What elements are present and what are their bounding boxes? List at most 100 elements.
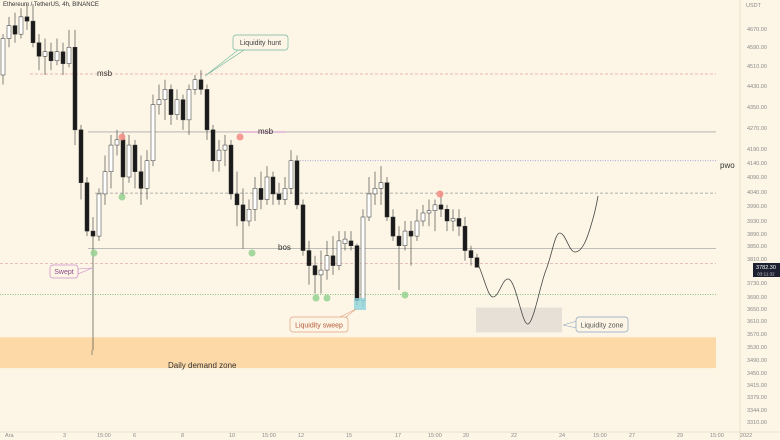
candle-body [72, 46, 78, 131]
price-tick-label: 3890.00 [747, 232, 767, 238]
candle-body [432, 204, 438, 212]
candle [114, 129, 120, 156]
candle [222, 134, 228, 167]
candle-body [270, 176, 276, 195]
candle-body [390, 216, 396, 237]
time-axis[interactable]: Ara 3 15:00 6 8 10 15:00 12 15 17 15:00 20 22 24 15:00… [5, 433, 752, 439]
candle [162, 79, 168, 120]
candle [186, 84, 192, 135]
candle-body [156, 99, 162, 105]
candle-body [162, 89, 168, 100]
candle-body [192, 79, 198, 90]
price-tick-label: 3650.00 [747, 307, 767, 313]
candle [36, 34, 42, 71]
candle-body [102, 171, 108, 195]
candle-body [6, 25, 12, 39]
candle-body [246, 209, 252, 222]
price-tick-label: 4510.00 [747, 64, 767, 70]
daily-demand-zone[interactable] [0, 337, 716, 369]
candle [414, 209, 420, 241]
candle [18, 8, 24, 39]
candle-body [42, 51, 48, 57]
candle-body [228, 144, 234, 195]
liquidity-sweep-callout[interactable]: Liquidity sweep [289, 308, 357, 333]
time-tick-label: 2022 [740, 433, 752, 439]
candle [126, 134, 132, 183]
y-unit-label: USDT [746, 3, 762, 9]
price-tick-label: 4270.00 [747, 126, 767, 132]
price-tick-label: 4430.00 [747, 84, 767, 90]
time-tick-label: 15 [346, 433, 352, 439]
candle [102, 155, 108, 205]
swing-low-dot [118, 193, 126, 201]
candle [258, 171, 264, 210]
price-axis[interactable]: 4670.00 4590.00 4510.00 4430.00 4350.00 4270.… [747, 27, 767, 426]
swept-callout[interactable]: Swept [49, 264, 93, 279]
swing-high-dot [118, 133, 126, 141]
candle [132, 139, 138, 189]
candle [360, 209, 366, 308]
candle-body [378, 182, 384, 189]
candle-body [384, 182, 390, 218]
candle [138, 155, 144, 205]
candle [276, 182, 282, 205]
candle-body [96, 193, 102, 237]
candle [42, 38, 48, 75]
candle-body [150, 104, 156, 162]
swing-low-dot [90, 249, 98, 257]
liquidity-zone[interactable] [476, 307, 562, 333]
liquidity-zone-callout[interactable]: Liquidity zone [562, 316, 629, 333]
time-tick-label: 15:00 [593, 433, 607, 439]
candle [198, 70, 204, 95]
candle [444, 204, 450, 232]
levels-layer [0, 73, 716, 355]
candle-body [132, 144, 138, 172]
time-tick-label: 8 [181, 433, 184, 439]
candle-body [234, 193, 240, 206]
candle-body [240, 204, 246, 222]
candle-body [396, 235, 402, 246]
candle [378, 166, 384, 205]
candle [204, 84, 210, 140]
candle-body [138, 171, 144, 189]
candle [6, 16, 12, 48]
candle [318, 250, 324, 294]
current-price: 3782.30 [756, 265, 776, 271]
candle-body [36, 42, 42, 57]
price-tick-label: 3530.00 [747, 345, 767, 351]
time-tick-label: 3 [63, 433, 66, 439]
swept-label: Swept [54, 269, 74, 276]
candle [282, 177, 288, 205]
candle-body [252, 188, 258, 210]
liquidity-zone-label: Liquidity zone [581, 323, 624, 330]
price-tick-label: 3930.00 [747, 219, 767, 225]
candle [426, 199, 432, 227]
zones-layer [0, 307, 716, 369]
price-tick-label: 3570.00 [747, 332, 767, 338]
candle-body [0, 38, 6, 76]
candle [294, 155, 300, 210]
candle [384, 177, 390, 221]
price-tick-label: 3415.00 [747, 383, 767, 389]
candle-body [24, 16, 30, 22]
candle-body [144, 160, 150, 189]
candle [366, 177, 372, 221]
candle [72, 29, 78, 146]
candle-body [54, 51, 60, 62]
candle [0, 34, 6, 85]
liquidity-hunt-callout[interactable]: Liquidity hunt [204, 34, 289, 77]
candle [456, 209, 462, 237]
swing-low-dot [248, 249, 256, 257]
price-tick-label: 4590.00 [747, 45, 767, 51]
time-tick-label: 22 [511, 433, 517, 439]
candle-body [360, 216, 366, 301]
candle [24, 4, 30, 30]
candle-body [474, 257, 480, 268]
candle-body [468, 250, 474, 258]
candle-body [402, 230, 408, 246]
candle [120, 131, 126, 197]
price-tick-label: 3490.00 [747, 358, 767, 364]
candle-body [108, 144, 114, 172]
price-tick-label: 3344.00 [747, 408, 767, 414]
